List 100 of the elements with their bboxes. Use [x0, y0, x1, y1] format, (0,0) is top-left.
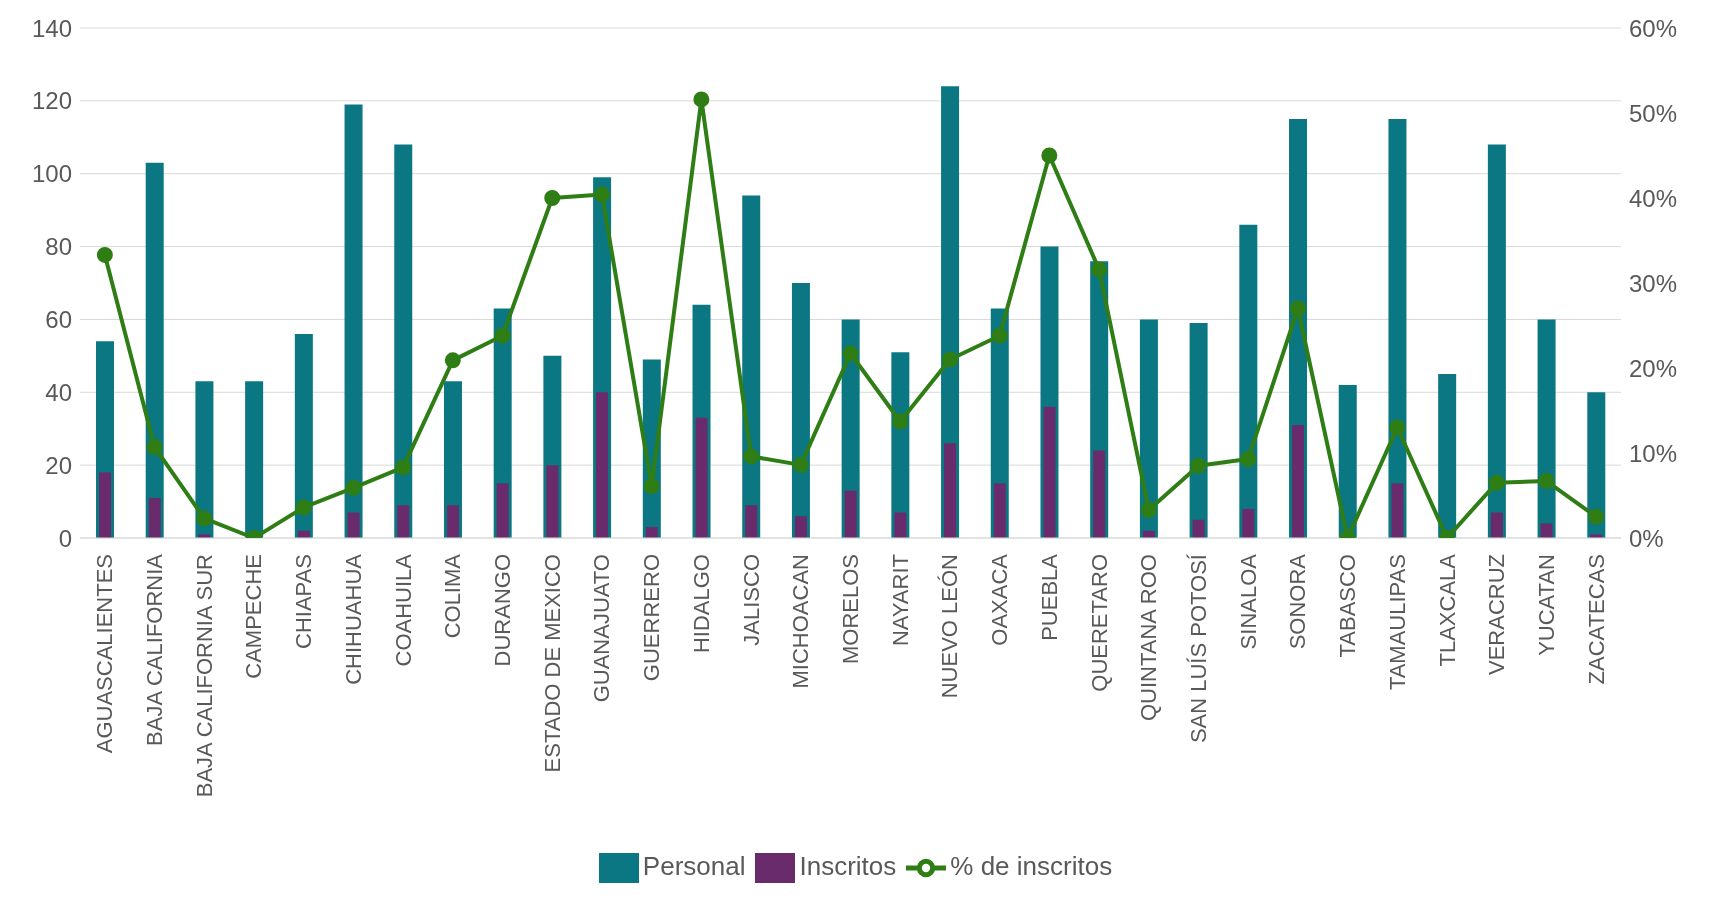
x-tick-label: AGUASCALIENTES	[92, 554, 118, 754]
bar	[596, 392, 609, 538]
point	[1190, 457, 1207, 474]
x-tick-label: PUEBLA	[1036, 553, 1062, 641]
y-tick-label: 40	[45, 378, 72, 406]
y-tick-label: 120	[31, 87, 72, 115]
point	[1488, 474, 1505, 491]
y2-tick-label: 10%	[1629, 439, 1678, 467]
x-tick-label: QUERETARO	[1086, 554, 1112, 692]
point	[991, 327, 1008, 344]
bar	[1587, 392, 1606, 538]
x-tick-label: COLIMA	[440, 553, 466, 639]
point	[693, 91, 710, 108]
y-tick-label: 60	[45, 305, 72, 333]
x-tick-label: OAXACA	[987, 553, 1013, 646]
x-tick-label: SAN LUÍS POTOSÍ	[1185, 553, 1211, 744]
bar	[645, 527, 658, 538]
bar	[695, 417, 708, 538]
point	[146, 439, 163, 456]
x-tick-label: HIDALGO	[688, 554, 714, 654]
bar	[844, 490, 857, 538]
x-tick-label: TABASCO	[1335, 554, 1361, 658]
point	[1538, 473, 1555, 490]
x-tick-label: ESTADO DE MEXICO	[539, 554, 565, 773]
point	[196, 510, 213, 527]
legend-label: Inscritos	[799, 850, 897, 881]
y2-tick-label: 60%	[1629, 14, 1678, 42]
bar	[1093, 450, 1106, 538]
x-tick-label: YUCATAN	[1533, 554, 1559, 656]
x-tick-label: BAJA CALIFORNIA	[142, 553, 168, 746]
y-tick-label: 20	[45, 451, 72, 479]
point	[842, 345, 859, 362]
x-tick-label: JALISCO	[738, 554, 764, 646]
point	[643, 478, 660, 495]
bar	[1242, 508, 1255, 538]
point	[395, 459, 412, 476]
legend-label: % de inscritos	[950, 850, 1113, 881]
x-tick-label: MORELOS	[838, 554, 863, 665]
y2-tick-label: 30%	[1629, 269, 1678, 297]
legend-label: Personal	[642, 850, 746, 881]
y-tick-label: 100	[31, 160, 72, 188]
x-tick-label: MICHOACAN	[788, 554, 814, 689]
point	[444, 352, 461, 369]
x-tick-label: NAYARIT	[887, 554, 913, 647]
y-tick-label: 140	[31, 14, 72, 42]
bar	[1192, 519, 1205, 538]
x-tick-label: DURANGO	[490, 554, 516, 667]
point	[345, 479, 362, 496]
bar	[546, 465, 559, 538]
y2-tick-label: 0%	[1629, 524, 1664, 552]
x-tick-label: CHIAPAS	[291, 554, 317, 649]
bar	[894, 512, 907, 538]
y2-tick-label: 50%	[1629, 99, 1678, 127]
bar	[1487, 144, 1506, 538]
bar	[993, 483, 1006, 538]
bar	[394, 144, 413, 538]
bar	[195, 381, 214, 538]
point	[1091, 261, 1108, 278]
point	[1588, 508, 1605, 525]
bar	[944, 443, 957, 538]
x-tick-label: NUEVO LEÓN	[937, 554, 963, 699]
y-tick-label: 80	[45, 233, 72, 261]
y2-tick-label: 20%	[1629, 354, 1678, 382]
point	[544, 190, 561, 206]
bar	[1292, 425, 1305, 538]
bar	[1540, 523, 1553, 538]
x-tick-label: BAJA CALIFORNIA SUR	[191, 554, 217, 798]
point	[743, 448, 760, 465]
bar	[1043, 406, 1056, 538]
x-tick-label: TLAXCALA	[1434, 553, 1460, 667]
x-tick-label: CAMPECHE	[241, 554, 267, 679]
bar	[745, 505, 758, 538]
bar	[794, 516, 807, 538]
point	[1240, 450, 1257, 467]
x-tick-label: SONORA	[1285, 553, 1311, 650]
point	[792, 456, 809, 473]
bar	[99, 472, 111, 538]
point	[1289, 300, 1306, 317]
bar	[446, 505, 459, 538]
bar	[148, 497, 161, 538]
bar	[245, 381, 264, 538]
x-tick-label: TAMAULIPAS	[1384, 554, 1410, 691]
bar	[496, 483, 509, 538]
x-tick-label: GUERRERO	[639, 554, 665, 682]
point	[593, 186, 610, 203]
point	[1389, 419, 1406, 436]
point	[1041, 147, 1058, 164]
x-tick-label: GUANAJUATO	[589, 554, 615, 703]
bar	[347, 512, 360, 538]
x-tick-label: COAHUILA	[390, 553, 416, 667]
x-tick-label: ZACATECAS	[1583, 554, 1609, 685]
bar	[1490, 512, 1503, 538]
y2-tick-label: 40%	[1629, 184, 1678, 212]
bar	[397, 505, 410, 538]
point	[494, 327, 511, 344]
x-tick-label: VERACRUZ	[1484, 554, 1510, 676]
bar	[1438, 374, 1457, 538]
bar	[344, 104, 363, 538]
x-tick-label: CHIHUAHUA	[340, 553, 366, 685]
x-tick-label: QUINTANA ROO	[1136, 554, 1162, 722]
